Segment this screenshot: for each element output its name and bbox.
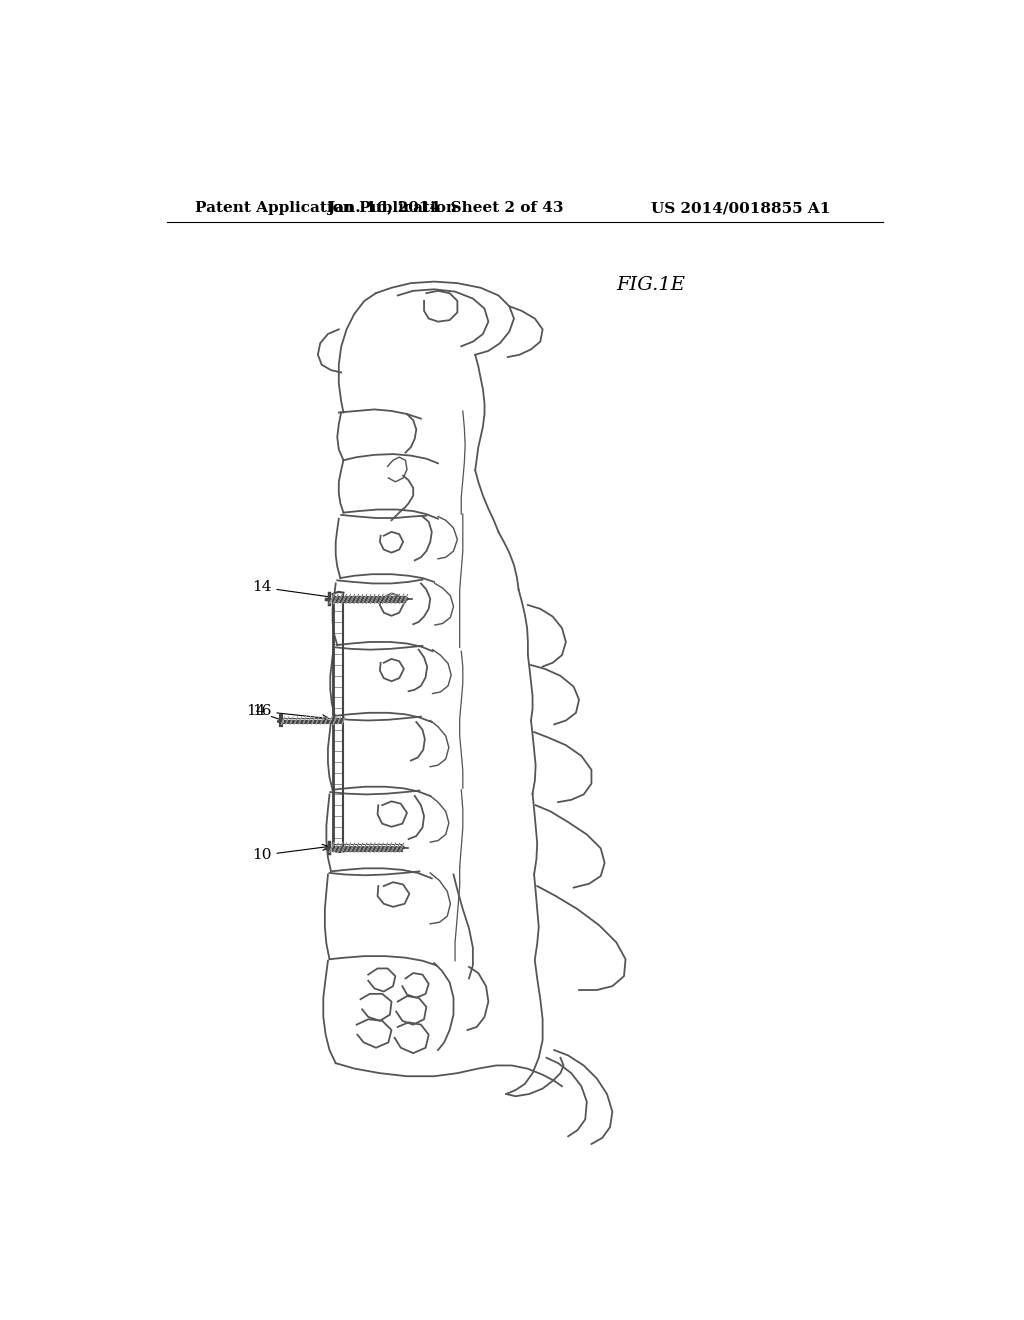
Text: Jan. 16, 2014  Sheet 2 of 43: Jan. 16, 2014 Sheet 2 of 43 — [328, 202, 564, 215]
Text: US 2014/0018855 A1: US 2014/0018855 A1 — [650, 202, 829, 215]
Text: FIG.1E: FIG.1E — [616, 276, 685, 294]
Text: Patent Application Publication: Patent Application Publication — [196, 202, 458, 215]
Text: 10: 10 — [252, 845, 329, 862]
Text: 16: 16 — [252, 705, 329, 721]
Text: 14: 14 — [247, 705, 281, 719]
Text: 14: 14 — [252, 581, 330, 597]
